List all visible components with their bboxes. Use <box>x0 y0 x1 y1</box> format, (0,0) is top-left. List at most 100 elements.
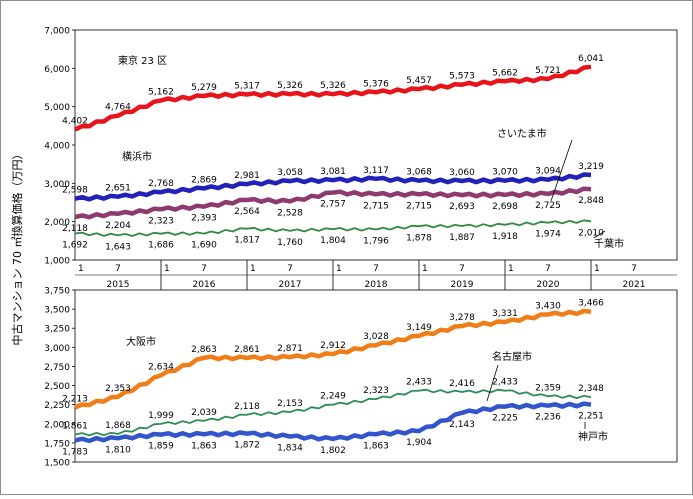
data-label: 1,802 <box>320 446 346 456</box>
data-label: 1,999 <box>148 411 174 421</box>
y-tick-label: 6,000 <box>44 65 70 75</box>
data-label: 2,416 <box>449 379 475 389</box>
data-label: 1,686 <box>148 241 174 251</box>
data-label: 1,878 <box>406 233 432 243</box>
data-label: 2,433 <box>492 378 518 388</box>
data-label: 2,528 <box>277 208 303 218</box>
data-label: 2,715 <box>406 201 432 211</box>
data-label: 1,918 <box>492 232 518 242</box>
month-tick-label: 1 <box>250 264 256 274</box>
data-label: 3,219 <box>578 162 604 172</box>
y-tick-label: 5,000 <box>44 103 70 113</box>
data-label: 2,981 <box>234 171 260 181</box>
data-label: 6,041 <box>578 54 604 64</box>
series-name-label: 名古屋市 <box>492 350 532 363</box>
data-label: 2,143 <box>449 420 475 430</box>
data-label: 1,690 <box>191 241 217 251</box>
data-label: 3,466 <box>578 299 604 309</box>
y-tick-label: 3,750 <box>44 287 70 297</box>
year-label: 2019 <box>451 280 474 290</box>
data-label: 5,279 <box>191 83 217 93</box>
y-tick-label: 1,750 <box>44 439 70 449</box>
data-label: 5,457 <box>406 76 432 86</box>
data-label: 1,904 <box>406 438 432 448</box>
data-label: 1,861 <box>62 421 88 431</box>
data-label: 1,863 <box>363 441 389 451</box>
month-tick-label: 7 <box>545 264 551 274</box>
data-label: 1,863 <box>191 441 217 451</box>
data-label: 3,149 <box>406 323 432 333</box>
data-label: 2,353 <box>105 384 131 394</box>
month-tick-label: 1 <box>164 264 170 274</box>
data-label: 3,278 <box>449 313 475 323</box>
data-label: 3,331 <box>492 309 518 319</box>
data-label: 2,871 <box>277 344 303 354</box>
data-label: 5,376 <box>363 79 389 89</box>
data-label: 1,810 <box>105 445 131 455</box>
month-tick-label: 1 <box>594 264 600 274</box>
series-line <box>74 401 592 444</box>
month-tick-label: 7 <box>631 264 637 274</box>
data-label: 1,872 <box>234 441 260 451</box>
month-tick-label: 1 <box>336 264 342 274</box>
data-label: 4,402 <box>62 117 88 127</box>
data-label: 2,715 <box>363 201 389 211</box>
data-label: 2,039 <box>191 408 217 418</box>
data-label: 3,060 <box>449 168 475 178</box>
data-label: 1,974 <box>535 230 561 240</box>
series-line <box>74 172 592 202</box>
data-label: 2,651 <box>105 184 131 194</box>
data-label: 2,236 <box>535 413 561 423</box>
y-tick-label: 2,750 <box>44 363 70 373</box>
data-label: 2,598 <box>62 186 88 196</box>
data-label: 2,848 <box>578 196 604 206</box>
data-label: 2,433 <box>406 378 432 388</box>
data-label: 2,863 <box>191 345 217 355</box>
data-label: 2,698 <box>492 202 518 212</box>
data-label: 2,634 <box>148 362 174 372</box>
leader-line <box>593 230 606 239</box>
month-tick-label: 7 <box>459 264 465 274</box>
y-tick-label: 3,000 <box>44 344 70 354</box>
data-label: 2,204 <box>105 221 131 231</box>
data-label: 1,692 <box>62 240 88 250</box>
month-tick-label: 7 <box>115 264 121 274</box>
bottom-panel: 1,500 1,750 2,000 2,250 2,500 2,750 3,000 3,250… <box>44 287 678 469</box>
data-label: 1,643 <box>105 242 131 252</box>
data-label: 3,430 <box>535 301 561 311</box>
year-label: 2020 <box>537 280 560 290</box>
data-label: 3,117 <box>363 166 389 176</box>
data-label: 4,764 <box>105 103 131 113</box>
data-label: 3,094 <box>535 167 561 177</box>
data-label: 5,662 <box>492 68 518 78</box>
data-label: 2,861 <box>234 345 260 355</box>
y-tick-label: 2,250 <box>44 401 70 411</box>
data-label: 2,249 <box>320 392 346 402</box>
data-label: 2,393 <box>191 214 217 224</box>
series-name-label: 横浜市 <box>122 150 152 163</box>
data-label: 2,869 <box>191 175 217 185</box>
data-label: 1,804 <box>320 236 346 246</box>
month-tick-label: 1 <box>508 264 514 274</box>
x-axis-band: 1 7 2015 1 7 2016 1 7 2017 1 7 2018 1 7 2019 1 7 2020 1 7 20… <box>75 260 677 290</box>
series-name-label: 千葉市 <box>594 237 624 250</box>
data-label: 2,912 <box>320 341 346 351</box>
data-label: 2,153 <box>277 399 303 409</box>
data-label: 2,693 <box>449 202 475 212</box>
data-label: 5,326 <box>277 81 303 91</box>
data-label: 5,162 <box>148 87 174 97</box>
series-line <box>74 219 592 237</box>
series-line <box>74 308 592 410</box>
data-label: 2,323 <box>148 216 174 226</box>
top-panel: 1,000 2,000 3,000 4,000 5,000 6,000 7,000 4,402… <box>44 27 678 267</box>
data-label: 2,225 <box>492 414 518 424</box>
data-label: 3,070 <box>492 168 518 178</box>
data-label: 1,859 <box>148 442 174 452</box>
data-label: 1,868 <box>105 421 131 431</box>
series-name-label: 大阪市 <box>126 335 156 348</box>
y-tick-label: 4,000 <box>44 142 70 152</box>
y-tick-label: 2,000 <box>44 420 70 430</box>
